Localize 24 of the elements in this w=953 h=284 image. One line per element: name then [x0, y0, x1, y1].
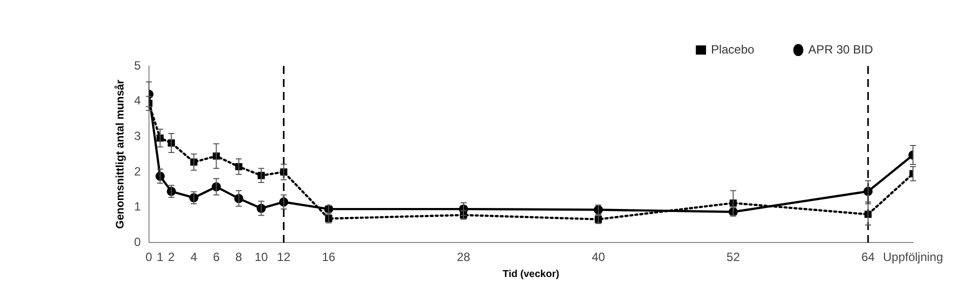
y-tick-label: 4 [134, 94, 142, 108]
x-tick-label: 4 [190, 250, 198, 264]
legend-label: Placebo [710, 42, 755, 56]
x-tick-label: 1 [156, 250, 164, 264]
x-tick-label: 16 [322, 250, 336, 264]
y-tick-label: 1 [134, 200, 142, 214]
x-tick-label: 8 [235, 250, 242, 264]
x-tick-label: 40 [592, 250, 606, 264]
y-tick-label: 2 [134, 164, 142, 178]
y-tick-label: 0 [134, 234, 142, 249]
x-axis-title: Tid (veckor) [502, 268, 560, 280]
x-tick-label: 2 [168, 250, 176, 264]
y-tick-label: 3 [134, 128, 142, 143]
x-tick-label: 52 [726, 250, 740, 264]
x-tick-label: 12 [277, 250, 291, 264]
y-tick-label: 5 [134, 58, 142, 72]
x-tick-label: 0 [146, 250, 153, 264]
x-tick-label: 28 [456, 250, 471, 264]
x-tick-label: 10 [254, 250, 268, 264]
x-tick-label: Uppföljning [882, 250, 944, 264]
y-axis-title: Genomsnittligt antal munsår [114, 79, 127, 229]
legend-label: APR 30 BID [808, 42, 874, 56]
x-tick-label: 64 [861, 250, 876, 264]
x-tick-label: 6 [212, 250, 220, 264]
